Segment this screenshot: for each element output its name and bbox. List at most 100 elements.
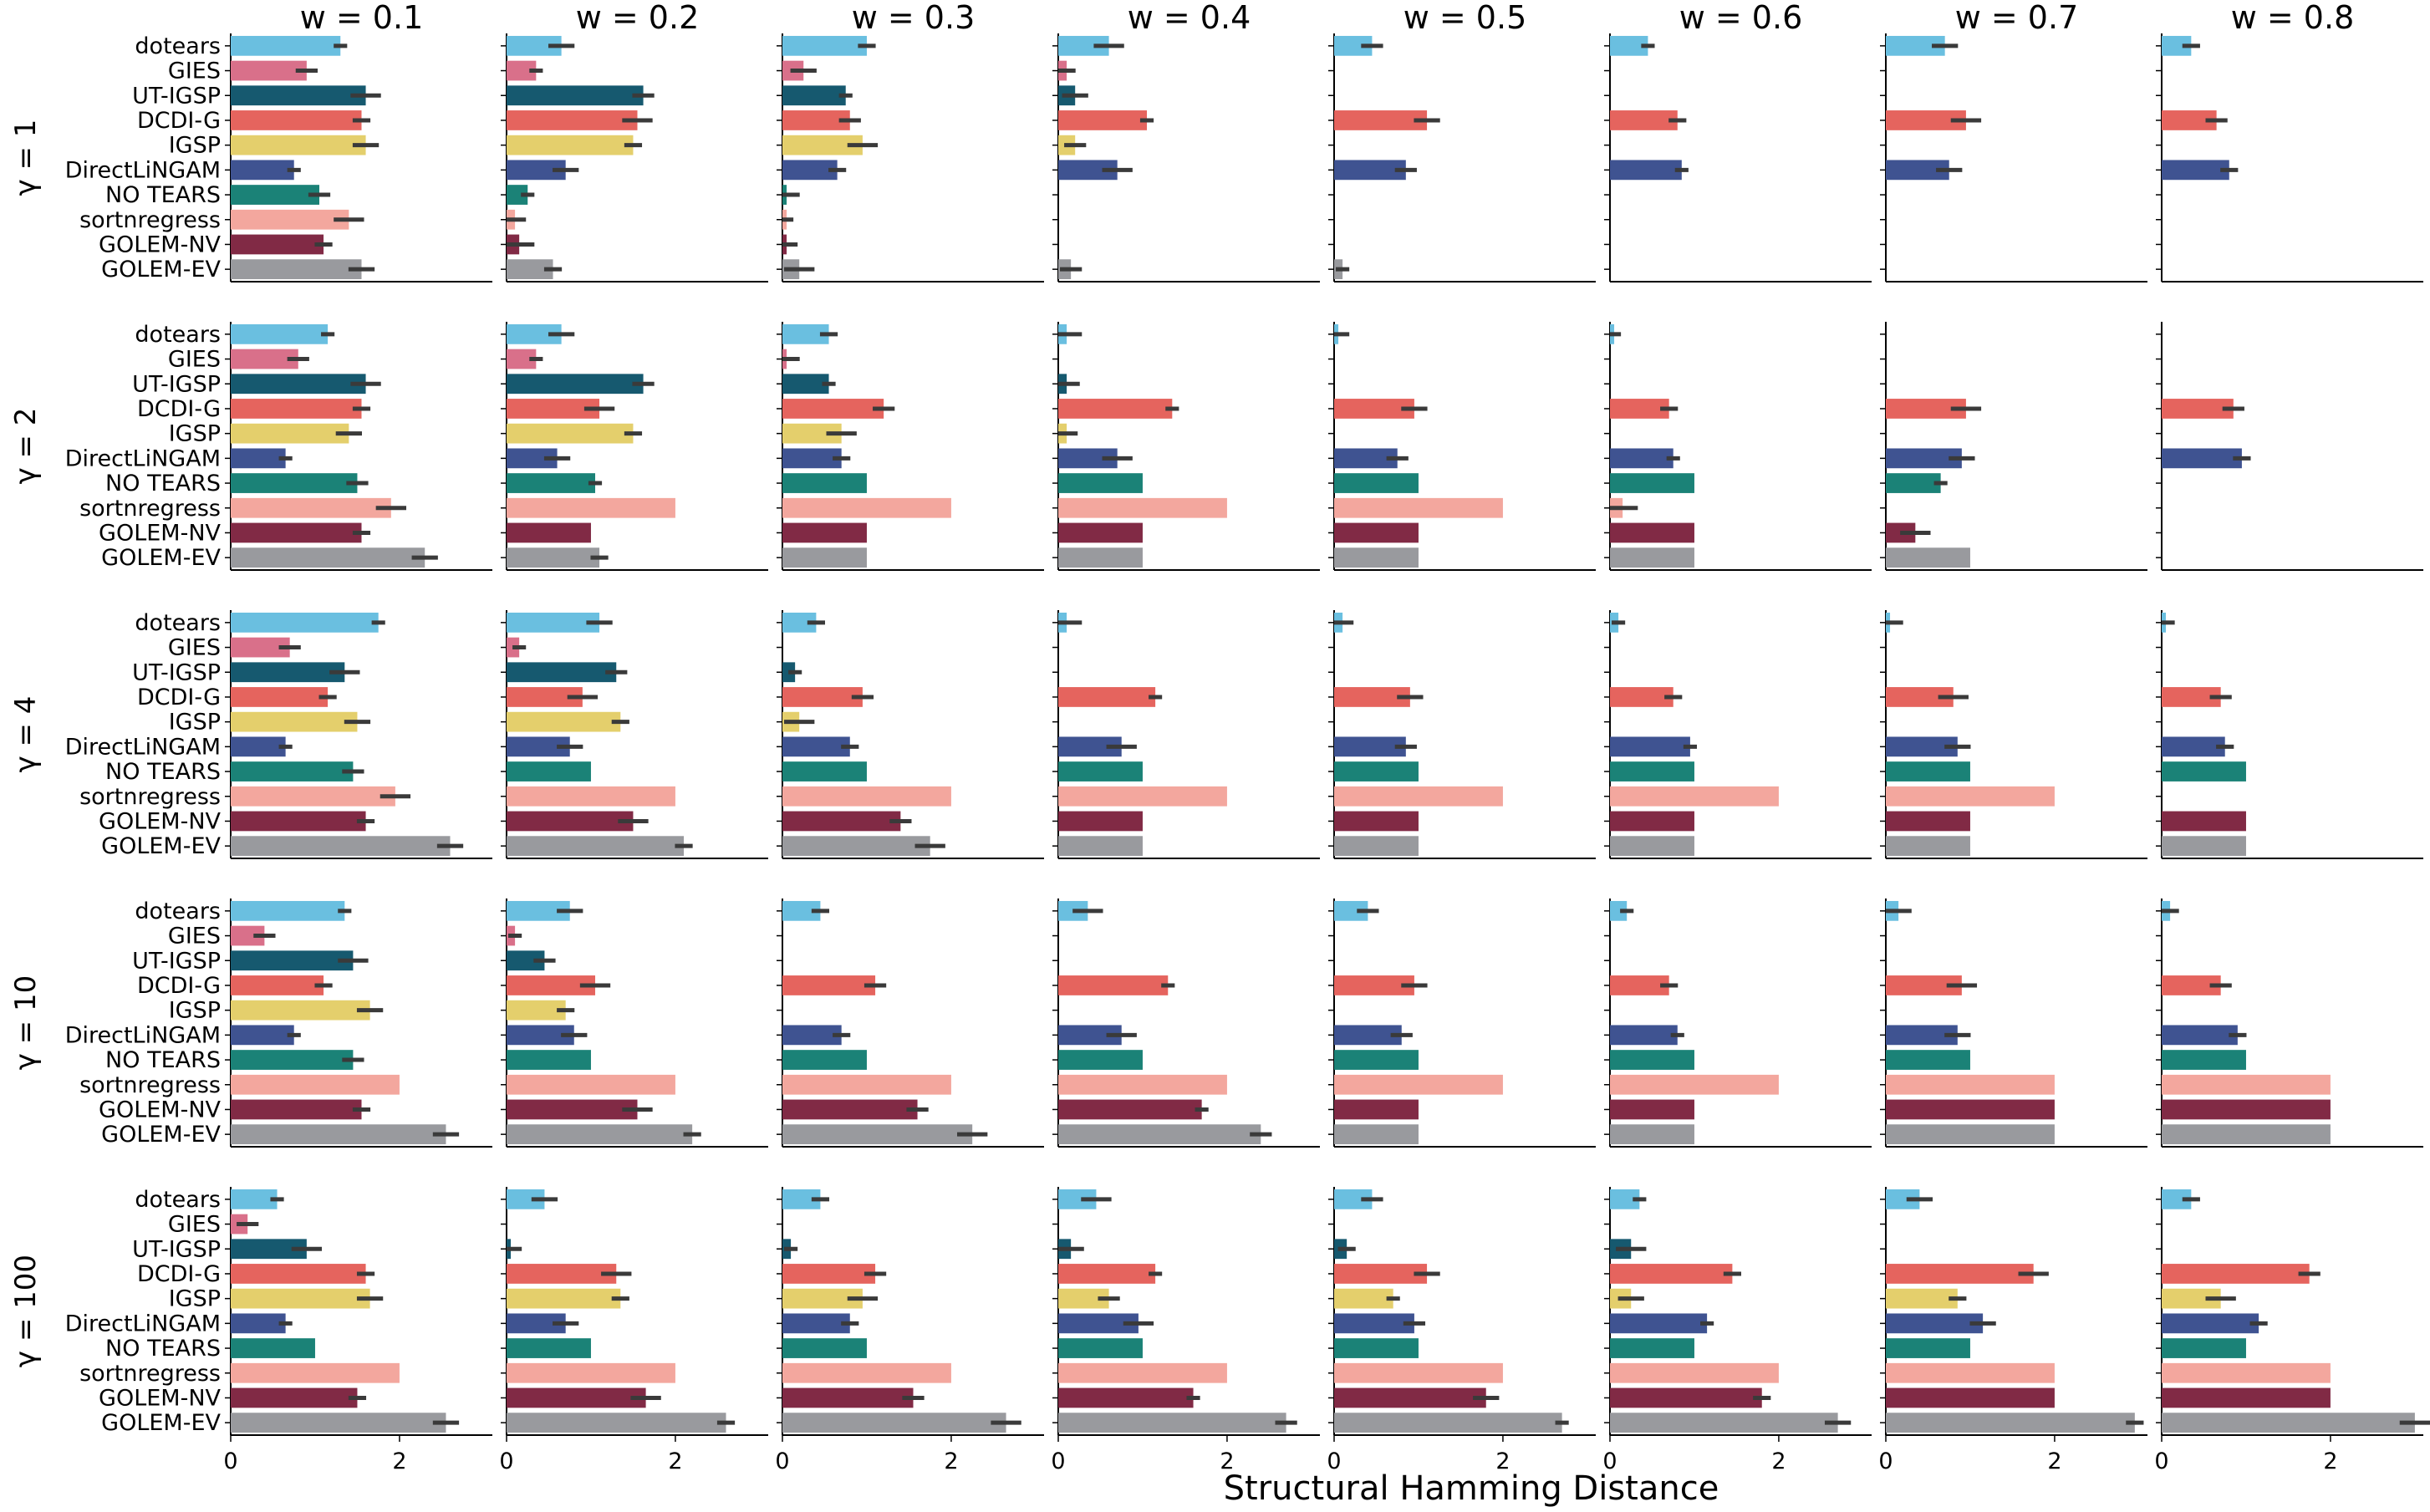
bar-golem-ev (2162, 836, 2246, 857)
bar-directlingam (1886, 1025, 1958, 1046)
y-tick-label: NO TEARS (105, 182, 221, 208)
y-tick-label: NO TEARS (105, 471, 221, 496)
bar-dcdi-g (1334, 110, 1428, 130)
bar-dcdi-g (231, 399, 362, 419)
bar-ut-igsp (507, 374, 644, 395)
y-tick-label: dotears (135, 899, 221, 924)
bar-directlingam (507, 736, 570, 757)
x-tick-label: 2 (1495, 1448, 1510, 1474)
bar-sortnregress (1334, 497, 1503, 518)
bar-no-tears (1886, 473, 1941, 493)
subplot: w = 0.7 (1880, 0, 2147, 283)
bar-golem-ev (2162, 1413, 2415, 1433)
bar-directlingam (1610, 1313, 1708, 1334)
x-tick-label: 2 (668, 1448, 682, 1474)
bar-no-tears (507, 185, 528, 205)
bar-directlingam (507, 1025, 574, 1046)
bar-golem-nv (2162, 1387, 2331, 1408)
bar-igsp (507, 1000, 566, 1021)
bar-golem-nv (231, 1099, 362, 1120)
bar-no-tears (1058, 1338, 1143, 1358)
subplot (2156, 899, 2423, 1148)
bar-golem-ev (782, 547, 867, 568)
y-tick-label: GOLEM-EV (101, 257, 221, 283)
bar-golem-ev (1610, 836, 1694, 857)
bar-golem-nv (1886, 811, 1970, 832)
bar-golem-nv (507, 1387, 646, 1408)
bar-golem-nv (1334, 1387, 1486, 1408)
bar-sortnregress (1058, 1362, 1227, 1383)
bar-golem-ev (231, 547, 425, 568)
bar-igsp (782, 1288, 863, 1309)
y-tick-label: GIES (168, 1212, 221, 1238)
bar-sortnregress (507, 497, 675, 518)
bar-no-tears (507, 1050, 591, 1070)
bar-dcdi-g (1058, 687, 1156, 707)
bar-golem-nv (2162, 1099, 2331, 1120)
y-tick-label: dotears (135, 610, 221, 636)
y-tick-label: GIES (168, 924, 221, 949)
bar-golem-nv (1610, 811, 1694, 832)
bar-directlingam (1058, 1313, 1139, 1334)
subplot (1604, 899, 1872, 1148)
bar-golem-nv (1610, 522, 1694, 543)
column-title: w = 0.3 (852, 0, 976, 36)
bar-golem-nv (1058, 1387, 1194, 1408)
y-tick-label: GIES (168, 59, 221, 84)
bar-sortnregress (782, 786, 951, 807)
bar-golem-nv (782, 522, 867, 543)
bar-golem-ev (1886, 1413, 2135, 1433)
subplot (1880, 610, 2147, 859)
bar-dotears (507, 1189, 545, 1209)
bar-igsp (2162, 1288, 2221, 1309)
bar-dcdi-g (1610, 1264, 1733, 1284)
subplot (1604, 322, 1872, 571)
bar-golem-ev (507, 1413, 726, 1433)
x-tick-label: 2 (2323, 1448, 2337, 1474)
y-tick-label: DirectLiNGAM (65, 734, 221, 760)
x-tick-label: 2 (392, 1448, 406, 1474)
bar-dcdi-g (507, 975, 596, 995)
bar-directlingam (231, 448, 286, 469)
column-title: w = 0.1 (300, 0, 424, 36)
subplot (777, 899, 1044, 1148)
bar-no-tears (1610, 473, 1694, 493)
bar-dotears (782, 900, 821, 921)
y-tick-label: DirectLiNGAM (65, 445, 221, 471)
bar-dotears (1334, 900, 1368, 921)
bar-igsp (507, 1288, 621, 1309)
bar-no-tears (1058, 1050, 1143, 1070)
column-title: w = 0.8 (2231, 0, 2355, 36)
bar-dcdi-g (231, 975, 324, 995)
bar-directlingam (231, 736, 286, 757)
bar-golem-nv (1610, 1099, 1694, 1120)
bar-dotears (1610, 35, 1648, 56)
bar-directlingam (1058, 736, 1122, 757)
subplot (1880, 322, 2147, 571)
y-tick-label: sortnregress (79, 496, 221, 522)
bar-ut-igsp (507, 950, 545, 971)
bar-dotears (231, 1189, 278, 1209)
subplot (1052, 899, 1320, 1148)
bar-golem-ev (1610, 1413, 1838, 1433)
bar-dotears (2162, 35, 2192, 56)
bar-dcdi-g (2162, 1264, 2310, 1284)
bar-golem-nv (1334, 522, 1419, 543)
bar-golem-ev (507, 1124, 693, 1145)
bar-dcdi-g (1886, 1264, 2034, 1284)
bar-dotears (2162, 1189, 2192, 1209)
bar-igsp (782, 135, 863, 155)
bar-dcdi-g (1334, 399, 1414, 419)
x-tick-label: 2 (1771, 1448, 1786, 1474)
bar-no-tears (1886, 1338, 1970, 1358)
y-tick-label: GOLEM-EV (101, 833, 221, 859)
bar-golem-ev (507, 836, 685, 857)
bar-sortnregress (1886, 786, 2055, 807)
bar-dcdi-g (507, 1264, 617, 1284)
x-tick-label: 0 (1051, 1448, 1065, 1474)
bar-igsp (507, 423, 634, 444)
y-tick-label: dotears (135, 322, 221, 348)
bar-no-tears (782, 761, 867, 781)
